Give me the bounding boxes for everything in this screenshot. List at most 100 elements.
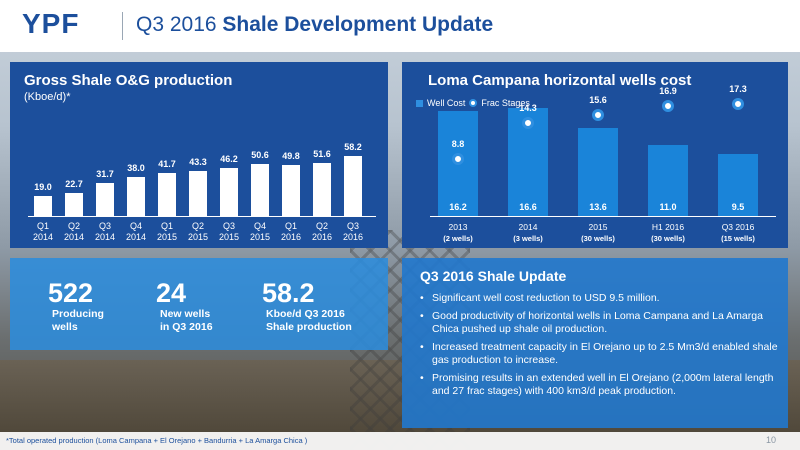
- category-line: Q1: [36, 221, 49, 231]
- production-bar-category: Q4 2015: [243, 221, 277, 243]
- production-bar-chart: 19.0 Q1 2014 22.7 Q2 2014 31.7 Q3 2014 38.0 Q4 2014…: [10, 62, 388, 248]
- production-x-axis: [28, 216, 376, 217]
- production-bar: [189, 171, 207, 216]
- category-line: Q2: [67, 221, 80, 231]
- well-cost-value: 11.0: [659, 202, 677, 212]
- production-bar-category: Q2 2014: [57, 221, 91, 243]
- production-bar-value: 22.7: [65, 178, 83, 189]
- category-label: Q3 2016: [721, 222, 755, 232]
- wells-cost-x-axis: [430, 216, 776, 217]
- category-line: Q3: [98, 221, 111, 231]
- stat-producing-wells: 522 Producing wells: [48, 278, 104, 334]
- wells-cost-chart-panel: Loma Campana horizontal wells cost Well …: [402, 62, 788, 248]
- production-chart-subtitle: (Kboe/d)*: [24, 91, 71, 103]
- stat-value: 58.2: [262, 278, 315, 308]
- wells-cost-chart-title: Loma Campana horizontal wells cost: [428, 72, 692, 89]
- production-bar-category: Q1 2014: [26, 221, 60, 243]
- legend-marker-frac-stages: [469, 99, 478, 107]
- production-bar-category: Q3 2016: [336, 221, 370, 243]
- category-line: 2014: [32, 232, 54, 242]
- stat-shale-production: 58.2 Kboe/d Q3 2016 Shale production: [262, 278, 352, 334]
- shale-update-bullets: Significant well cost reduction to USD 9…: [420, 292, 778, 403]
- frac-stage-value: 17.3: [729, 83, 747, 94]
- bullet-item: Increased treatment capacity in El Oreja…: [420, 341, 778, 367]
- slide-title-prefix: Q3 2016: [136, 13, 223, 36]
- stat-value: 24: [156, 278, 187, 308]
- category-wells-note: (15 wells): [721, 234, 755, 243]
- production-bar-category: Q3 2015: [212, 221, 246, 243]
- production-bar: [313, 162, 331, 216]
- category-line: Q1: [160, 221, 173, 231]
- bullet-item: Good productivity of horizontal wells in…: [420, 310, 778, 336]
- production-bar: [220, 168, 238, 216]
- category-wells-note: (2 wells): [443, 234, 473, 243]
- frac-stage-value: 16.9: [659, 86, 677, 97]
- well-cost-bar: [718, 154, 758, 216]
- shale-update-title: Q3 2016 Shale Update: [420, 268, 567, 284]
- production-bar: [344, 155, 362, 216]
- well-cost-category: 2013 (2 wells): [430, 222, 486, 244]
- header-divider: [122, 12, 123, 40]
- category-line: 2015: [187, 232, 209, 242]
- frac-stage-value: 15.6: [589, 94, 607, 105]
- production-bar: [251, 163, 269, 216]
- well-cost-category: Q3 2016 (15 wells): [710, 222, 766, 244]
- slide-header: YPF Q3 2016 Shale Development Update: [0, 0, 800, 52]
- legend-swatch-well-cost: [416, 99, 423, 107]
- production-bar-value: 31.7: [96, 169, 114, 180]
- production-bar-value: 46.2: [220, 154, 238, 165]
- wells-cost-bar-chart: 16.2 8.8 2013 (2 wells) 16.6 14.3 2014 (3 wells…: [402, 62, 780, 248]
- frac-stage-marker: [522, 117, 534, 130]
- category-line: 2015: [249, 232, 271, 242]
- production-bar-category: Q1 2016: [274, 221, 308, 243]
- category-line: Q1: [284, 221, 297, 231]
- production-bar-category: Q4 2014: [119, 221, 153, 243]
- production-bar-value: 58.2: [344, 141, 362, 152]
- shale-update-panel: Q3 2016 Shale Update Significant well co…: [402, 258, 788, 428]
- category-wells-note: (30 wells): [651, 234, 685, 243]
- stat-label-line2: wells: [52, 321, 78, 333]
- category-line: 2016: [280, 232, 302, 242]
- production-bar-value: 43.3: [189, 157, 207, 168]
- production-bar-value: 49.8: [282, 150, 300, 161]
- category-line: 2015: [156, 232, 178, 242]
- frac-stage-marker: [662, 100, 674, 113]
- page-number: 10: [765, 435, 776, 445]
- production-bar-value: 19.0: [34, 182, 52, 193]
- well-cost-bar: [578, 127, 618, 216]
- category-line: 2014: [63, 232, 85, 242]
- category-line: Q4: [129, 221, 142, 231]
- production-chart-panel: Gross Shale O&G production (Kboe/d)* 19.…: [10, 62, 388, 248]
- bullet-item: Significant well cost reduction to USD 9…: [420, 292, 778, 305]
- well-cost-category: 2015 (30 wells): [570, 222, 626, 244]
- stat-new-wells: 24 New wells in Q3 2016: [156, 278, 213, 334]
- wells-cost-legend: Well Cost Frac Stages: [416, 98, 530, 108]
- production-bar-category: Q3 2014: [88, 221, 122, 243]
- stat-label-line1: Producing: [52, 308, 104, 320]
- production-bar: [65, 192, 83, 216]
- well-cost-category: 2014 (3 wells): [500, 222, 556, 244]
- well-cost-value: 16.2: [449, 202, 467, 212]
- production-bar-category: Q2 2015: [181, 221, 215, 243]
- stat-label-line2: in Q3 2016: [160, 321, 213, 333]
- production-bar: [282, 164, 300, 216]
- well-cost-value: 13.6: [589, 202, 607, 212]
- category-wells-note: (30 wells): [581, 234, 615, 243]
- slide-title-bold: Shale Development Update: [222, 13, 494, 36]
- frac-stage-marker: [452, 152, 464, 165]
- frac-stage-marker: [732, 97, 744, 110]
- slide-footer: *Total operated production (Loma Campana…: [0, 432, 800, 450]
- category-wells-note: (3 wells): [513, 234, 543, 243]
- production-bar-category: Q2 2016: [305, 221, 339, 243]
- production-chart-title: Gross Shale O&G production: [24, 72, 233, 89]
- bullet-item: Promising results in an extended well in…: [420, 372, 778, 398]
- frac-stage-marker: [592, 108, 604, 121]
- production-bar: [34, 196, 52, 216]
- ypf-logo: YPF: [22, 8, 80, 39]
- well-cost-value: 16.6: [519, 202, 537, 212]
- slide-title: Q3 2016 Shale Development Update: [136, 13, 493, 37]
- production-bar: [158, 172, 176, 216]
- stat-label-line2: Shale production: [266, 321, 352, 333]
- production-bar: [96, 183, 114, 216]
- legend-label-well-cost: Well Cost: [427, 98, 466, 108]
